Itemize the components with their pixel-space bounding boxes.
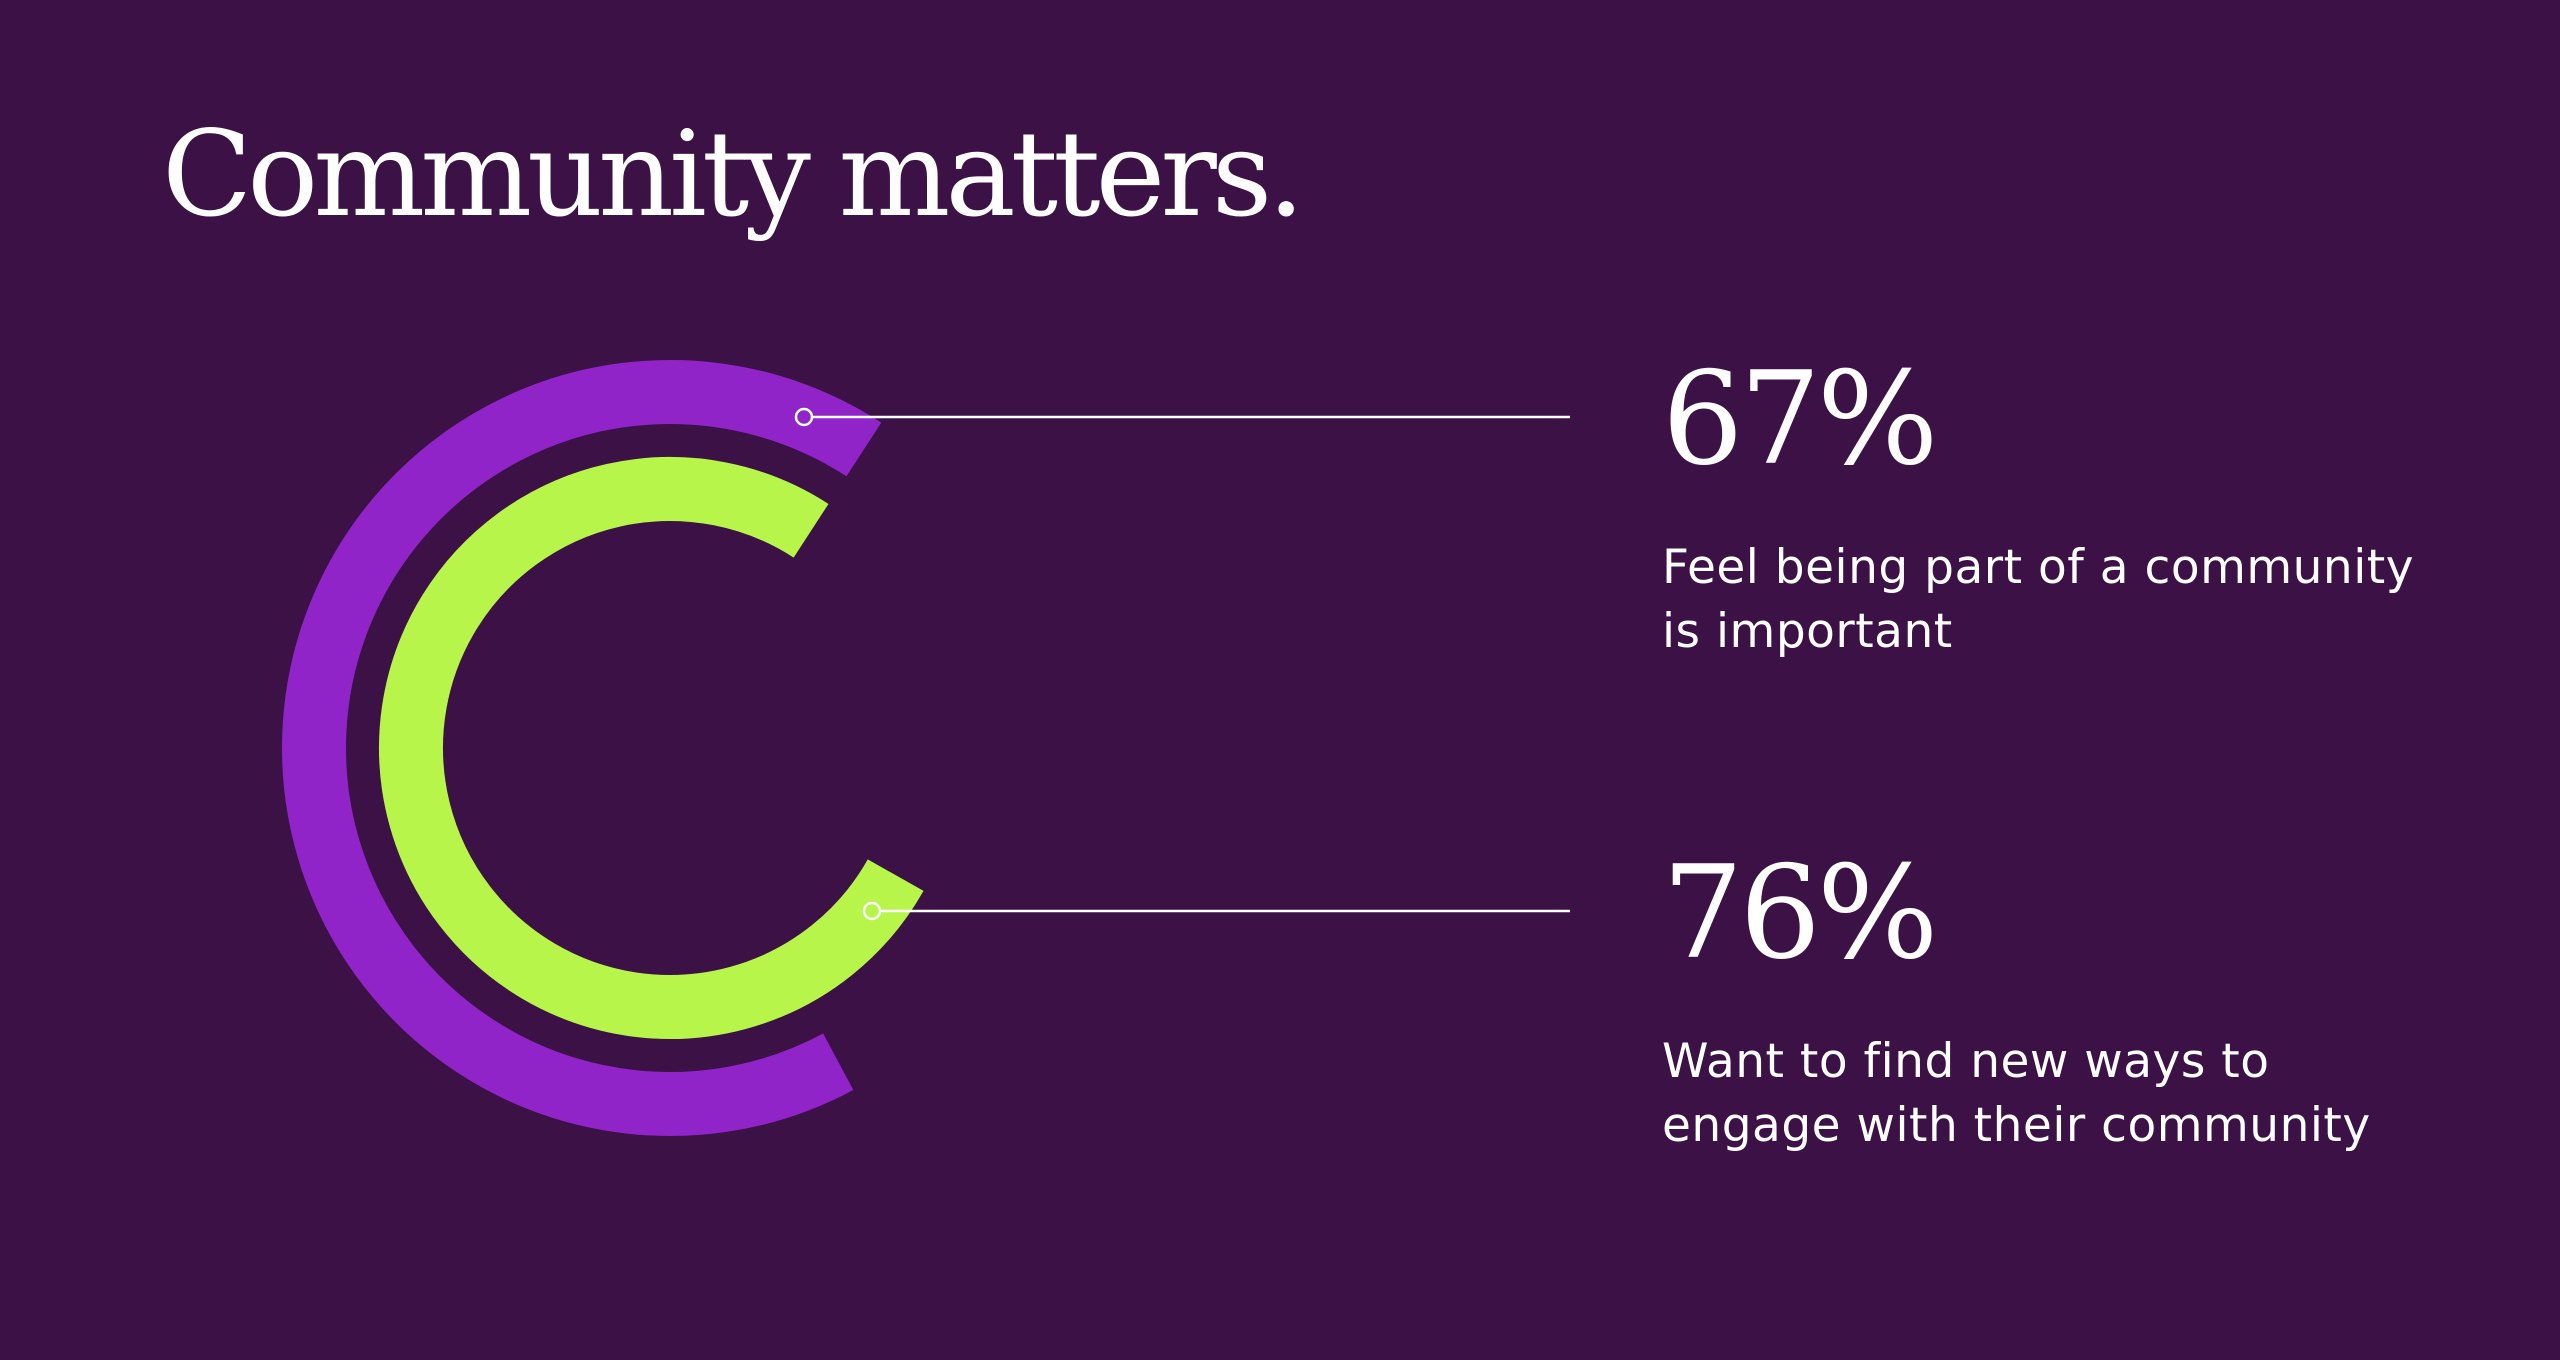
stat-label: Want to find new ways to engage with the… [1662,1034,2371,1153]
stat-value: 76% [1662,839,1939,988]
leader-marker-1 [862,901,882,921]
stat-card-engage-community: 76% Want to find new ways to engage with… [1662,850,2522,1158]
stat-value: 67% [1662,345,1939,494]
chart-rings [282,360,924,1136]
ring-arc-1 [379,457,924,1039]
leader-marker-0 [794,407,814,427]
stat-label: Feel being part of a community is import… [1662,540,2415,659]
stat-card-community-important: 67% Feel being part of a community is im… [1662,356,2522,664]
ring-arc-0 [282,360,882,1136]
page-title: Community matters. [162,105,1305,243]
leader-lines [794,407,1570,921]
